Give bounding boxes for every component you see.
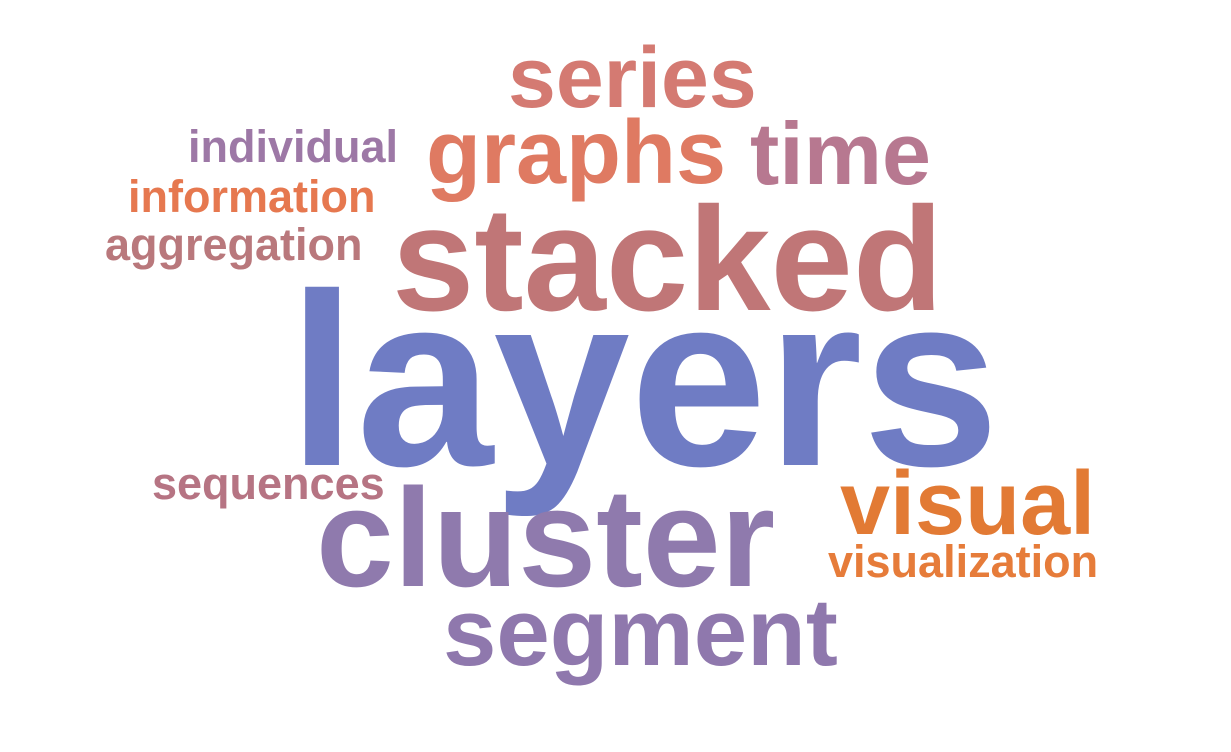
word-cluster: cluster	[316, 459, 776, 616]
word-segment: segment	[443, 579, 838, 686]
word-layers: layers	[288, 243, 1000, 518]
word-aggregation: aggregation	[105, 219, 363, 270]
word-stacked: stacked	[392, 177, 944, 342]
word-sequences: sequences	[152, 458, 385, 509]
word-information: information	[128, 171, 376, 222]
word-individual: individual	[188, 121, 399, 172]
word-graphs: graphs	[426, 103, 727, 203]
word-series: series	[508, 30, 757, 126]
word-visual: visual	[840, 454, 1096, 554]
word-time: time	[750, 104, 931, 203]
word-visualization: visualization	[828, 536, 1099, 587]
